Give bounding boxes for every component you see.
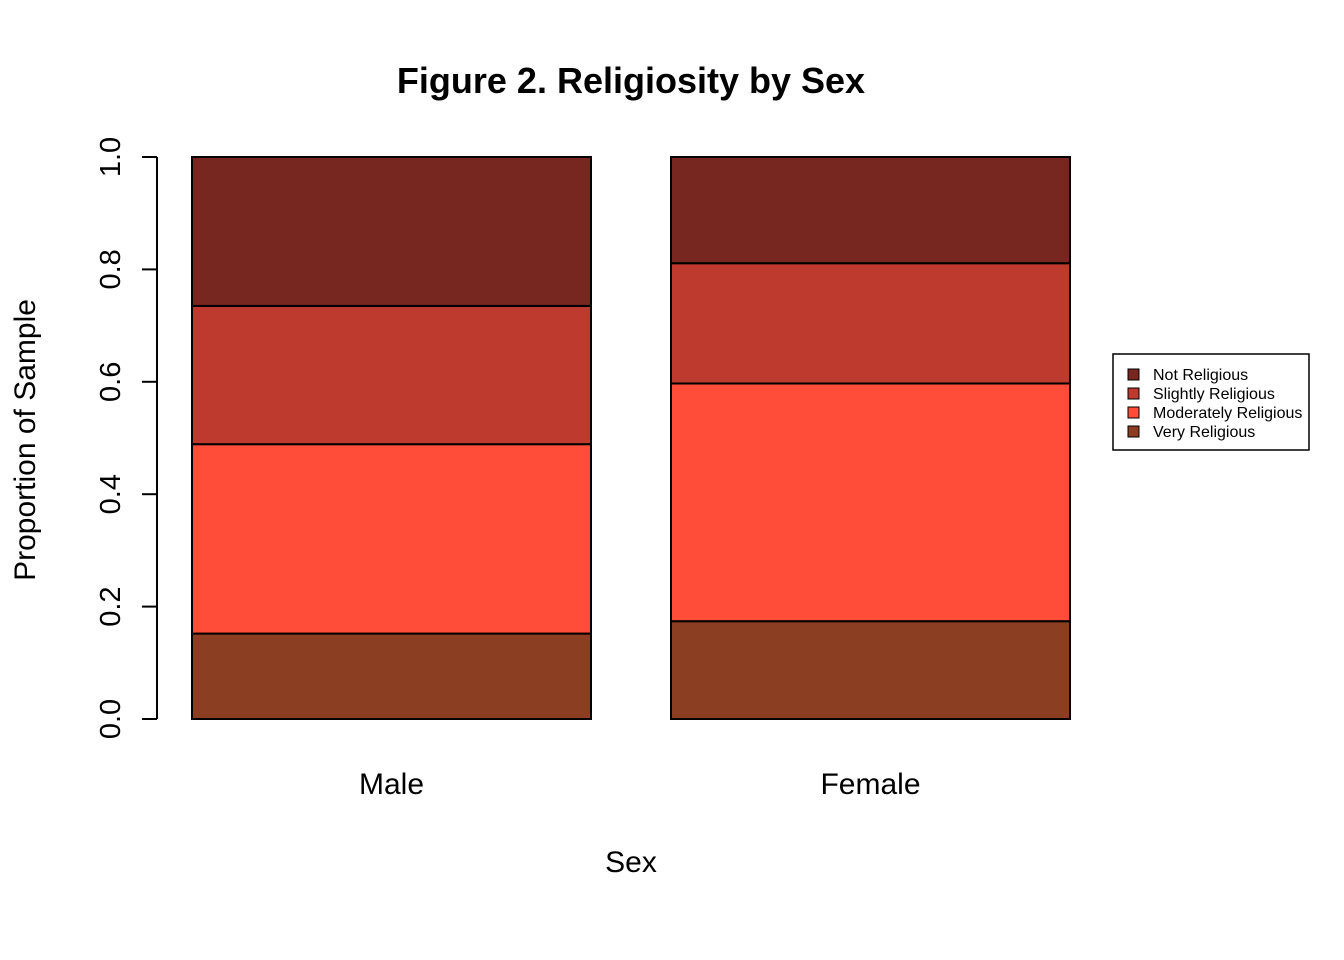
legend-label: Very Religious (1153, 424, 1255, 441)
y-tick-label: 0.4 (95, 474, 127, 514)
bar-segment-male-slightly-religious (191, 304, 592, 446)
legend-swatch (1127, 406, 1140, 419)
y-tick-label: 0.6 (95, 362, 127, 402)
bar-segment-female-slightly-religious (670, 262, 1071, 385)
legend: Not Religious Slightly Religious Moderatel… (1112, 353, 1310, 451)
chart-title: Figure 2. Religiosity by Sex (397, 60, 865, 101)
bar-segment-female-not-religious (670, 156, 1071, 265)
category-label: Male (359, 768, 424, 801)
category-labels: Male Female (359, 768, 921, 801)
x-axis-label: Sex (605, 846, 657, 879)
y-tick-label: 1.0 (95, 137, 127, 177)
bar-segment-male-not-religious (191, 156, 592, 307)
bar-segment-female-very-religious (670, 620, 1071, 720)
legend-swatch (1127, 425, 1140, 438)
y-tick-label: 0.8 (95, 249, 127, 289)
y-tick-label: 0.2 (95, 586, 127, 626)
bars (191, 156, 1071, 720)
legend-label: Not Religious (1153, 367, 1248, 384)
y-axis: 0.0 0.2 0.4 0.6 0.8 1.0 (95, 137, 158, 739)
legend-swatch (1127, 368, 1140, 381)
y-tick-label: 0.0 (95, 699, 127, 739)
category-label: Female (820, 768, 920, 801)
y-axis-label: Proportion of Sample (9, 299, 42, 581)
bar-segment-female-moderately-religious (670, 382, 1071, 623)
legend-box (1112, 353, 1310, 451)
legend-label: Moderately Religious (1153, 405, 1302, 422)
legend-swatch (1127, 387, 1140, 400)
legend-label: Slightly Religious (1153, 386, 1275, 403)
bar-segment-male-very-religious (191, 632, 592, 720)
bar-segment-male-moderately-religious (191, 443, 592, 635)
